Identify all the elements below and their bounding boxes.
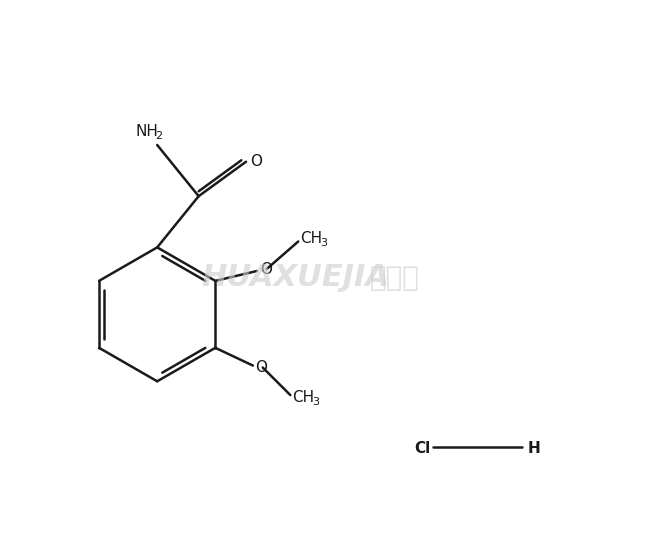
Text: H: H bbox=[527, 441, 540, 456]
Text: O: O bbox=[259, 262, 272, 276]
Text: 3: 3 bbox=[312, 397, 319, 407]
Text: HUAXUEJIA: HUAXUEJIA bbox=[201, 263, 389, 293]
Text: 2: 2 bbox=[155, 131, 162, 141]
Text: CH: CH bbox=[300, 231, 322, 246]
Text: NH: NH bbox=[136, 123, 158, 139]
Text: O: O bbox=[250, 154, 262, 169]
Text: Cl: Cl bbox=[414, 441, 430, 456]
Text: O: O bbox=[255, 360, 267, 375]
Text: 3: 3 bbox=[320, 238, 327, 249]
Text: 化学加: 化学加 bbox=[369, 264, 419, 292]
Text: CH: CH bbox=[292, 390, 314, 405]
